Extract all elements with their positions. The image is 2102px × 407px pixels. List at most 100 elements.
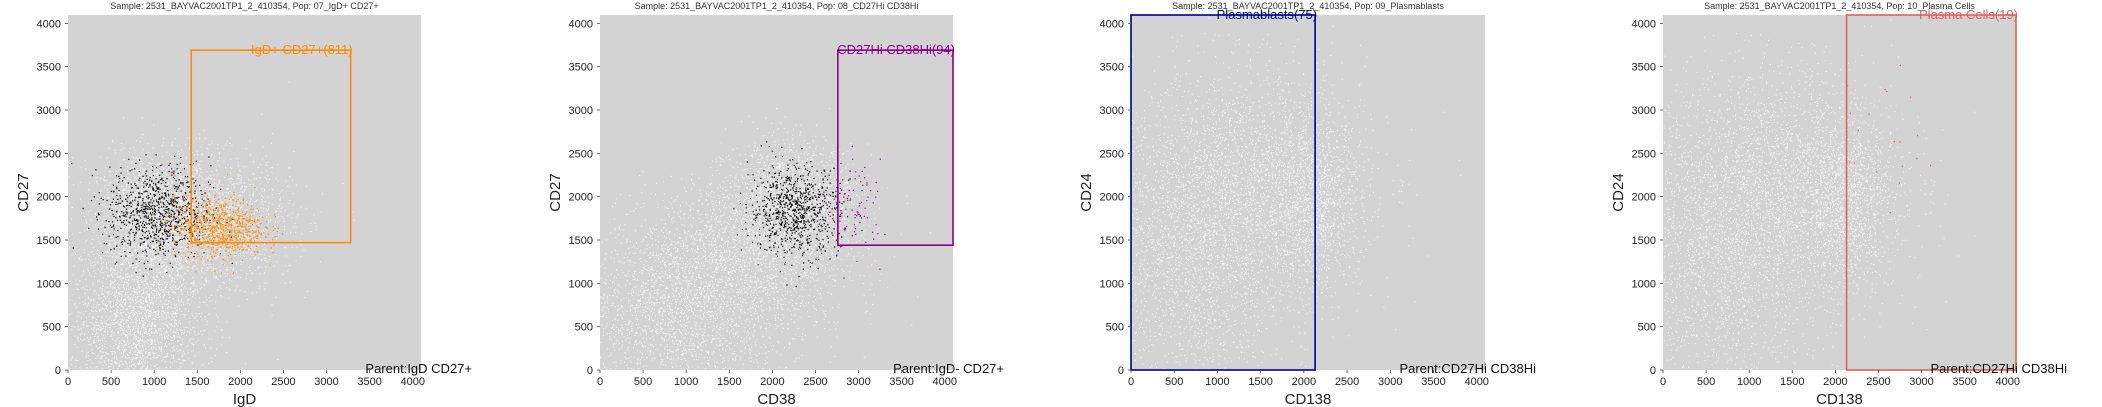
- x-tick-label: 1000: [1205, 376, 1229, 388]
- y-tick-label: 3000: [569, 105, 593, 117]
- y-tick-label: 1000: [37, 278, 61, 290]
- chart-panel-2: Sample: 2531_BAYVAC2001TP1_2_410354, Pop…: [547, 1, 1004, 407]
- x-tick-label: 1500: [1780, 376, 1804, 388]
- x-tick-label: 3500: [357, 376, 381, 388]
- y-tick-label: 2000: [1632, 192, 1656, 204]
- x-tick-label: 2500: [1866, 376, 1890, 388]
- y-tick-label: 1000: [1100, 278, 1124, 290]
- parent-label: Parent:CD27Hi CD38Hi: [1930, 361, 2067, 376]
- y-tick-label: 4000: [569, 18, 593, 30]
- parent-label: Parent:IgD- CD27+: [893, 361, 1004, 376]
- y-tick-label: 1500: [1632, 235, 1656, 247]
- y-tick-label: 4000: [1632, 18, 1656, 30]
- x-tick-label: 3500: [889, 376, 913, 388]
- event-points: [600, 108, 931, 370]
- x-tick-label: 500: [1697, 376, 1715, 388]
- x-tick-label: 2000: [760, 376, 784, 388]
- gate-label: Plasma Cells(19): [1919, 7, 2018, 22]
- x-axis-label: CD38: [757, 391, 795, 407]
- plot-area: [68, 15, 421, 370]
- x-tick-label: 4000: [1464, 376, 1488, 388]
- event-cloud: [1663, 19, 1976, 370]
- x-tick-label: 0: [65, 376, 71, 388]
- x-tick-label: 1500: [1248, 376, 1272, 388]
- y-tick-label: 500: [1638, 322, 1656, 334]
- x-tick-label: 4000: [400, 376, 424, 388]
- y-tick-label: 3500: [37, 62, 61, 74]
- y-tick-label: 3500: [569, 62, 593, 74]
- y-tick-label: 3000: [1632, 105, 1656, 117]
- x-tick-label: 0: [1660, 376, 1666, 388]
- y-tick-label: 1500: [569, 235, 593, 247]
- y-axis-label: CD27: [547, 173, 564, 211]
- x-tick-label: 3000: [314, 376, 338, 388]
- y-tick-label: 0: [1118, 365, 1124, 377]
- x-tick-label: 1000: [1737, 376, 1761, 388]
- x-axis-label: CD138: [1285, 391, 1332, 407]
- gate-rectangle: [1130, 14, 1316, 371]
- x-tick-label: 3000: [846, 376, 870, 388]
- x-tick-label: 1000: [674, 376, 698, 388]
- chart-panel-3: Sample: 2531_BAYVAC2001TP1_2_410354, Pop…: [1078, 1, 1536, 407]
- gate-label: IgD+ CD27+(811): [251, 42, 353, 57]
- x-tick-label: 3500: [1952, 376, 1976, 388]
- plot-area: [1663, 15, 2016, 370]
- y-tick-label: 4000: [1100, 18, 1124, 30]
- y-axis-label: CD24: [1078, 173, 1095, 211]
- y-tick-label: 3000: [37, 105, 61, 117]
- parent-label: Parent:CD27Hi CD38Hi: [1399, 361, 1536, 376]
- parent-label: Parent:IgD CD27+: [365, 361, 472, 376]
- gate-rectangle: [1845, 14, 2017, 371]
- chart-title: Sample: 2531_BAYVAC2001TP1_2_410354, Pop…: [1704, 1, 1975, 11]
- y-tick-label: 2000: [1100, 192, 1124, 204]
- gate-label: CD27Hi CD38Hi(94): [837, 42, 955, 57]
- x-axis-label: IgD: [233, 391, 257, 407]
- y-tick-label: 2500: [37, 148, 61, 160]
- x-tick-label: 1000: [142, 376, 166, 388]
- y-tick-label: 500: [575, 322, 593, 334]
- x-tick-label: 2000: [1292, 376, 1316, 388]
- gate-rectangle: [837, 49, 954, 246]
- y-tick-label: 3500: [1100, 62, 1124, 74]
- x-tick-label: 500: [102, 376, 120, 388]
- event-cloud: [600, 108, 931, 370]
- x-tick-label: 2500: [271, 376, 295, 388]
- y-axis-label: CD24: [1610, 173, 1627, 211]
- plot-area: [1131, 15, 1485, 370]
- x-tick-label: 4000: [932, 376, 956, 388]
- x-tick-label: 500: [1165, 376, 1183, 388]
- x-axis-label: CD138: [1816, 391, 1863, 407]
- y-tick-label: 3000: [1100, 105, 1124, 117]
- event-cloud: [1131, 17, 1462, 370]
- y-tick-label: 2500: [1632, 148, 1656, 160]
- gated-population-points: [152, 174, 294, 275]
- x-tick-label: 2000: [228, 376, 252, 388]
- x-tick-label: 3500: [1421, 376, 1445, 388]
- y-tick-label: 2500: [569, 148, 593, 160]
- y-axis-label: CD27: [15, 173, 32, 211]
- y-tick-label: 500: [1106, 322, 1124, 334]
- x-tick-label: 1500: [717, 376, 741, 388]
- y-tick-label: 500: [43, 322, 61, 334]
- y-tick-label: 2500: [1100, 148, 1124, 160]
- chart-title: Sample: 2531_BAYVAC2001TP1_2_410354, Pop…: [110, 1, 378, 11]
- x-tick-label: 1500: [185, 376, 209, 388]
- y-tick-label: 2000: [37, 192, 61, 204]
- x-tick-label: 2500: [803, 376, 827, 388]
- gate-label: Plasmablasts(75): [1217, 7, 1317, 22]
- event-points: [1131, 17, 1462, 370]
- y-tick-label: 1500: [37, 235, 61, 247]
- x-tick-label: 2000: [1823, 376, 1847, 388]
- y-tick-label: 1000: [1632, 278, 1656, 290]
- gate-rectangle: [190, 49, 352, 244]
- y-tick-label: 4000: [37, 18, 61, 30]
- y-tick-label: 0: [55, 365, 61, 377]
- y-tick-label: 0: [587, 365, 593, 377]
- plot-area: [600, 15, 953, 370]
- event-points: [1663, 19, 1976, 370]
- x-tick-label: 0: [1128, 376, 1134, 388]
- y-tick-label: 1500: [1100, 235, 1124, 247]
- chart-title: Sample: 2531_BAYVAC2001TP1_2_410354, Pop…: [635, 1, 919, 11]
- chart-panel-4: Sample: 2531_BAYVAC2001TP1_2_410354, Pop…: [1610, 1, 2067, 407]
